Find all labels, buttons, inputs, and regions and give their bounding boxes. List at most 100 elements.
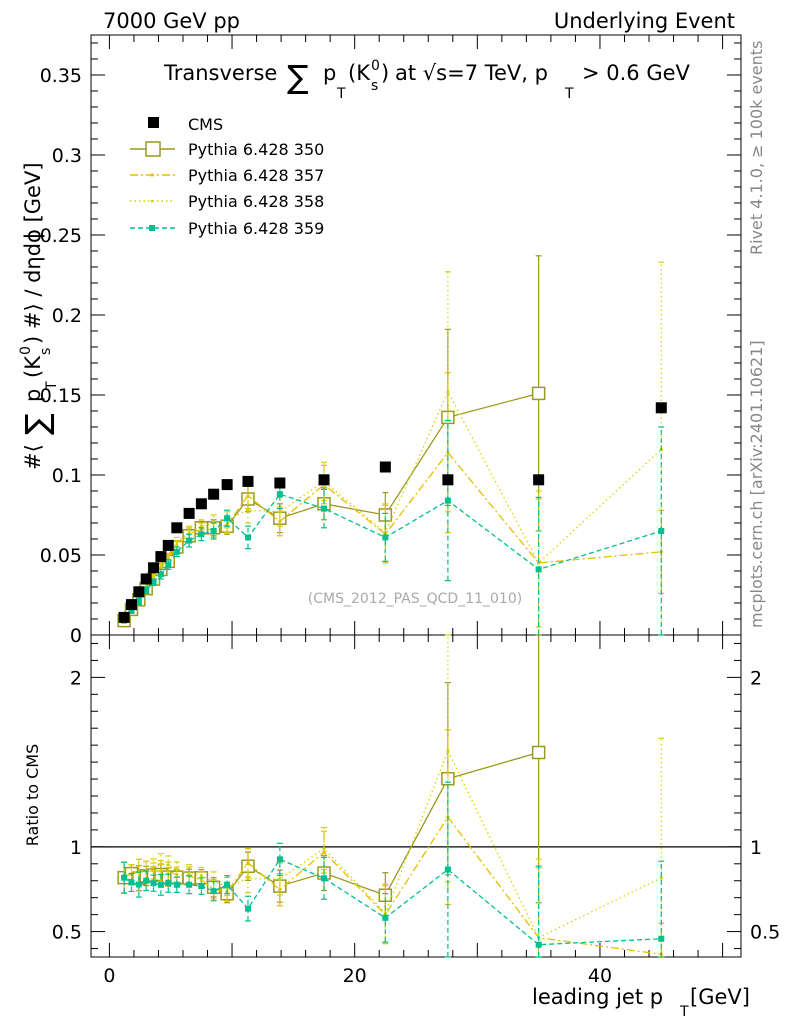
data-point-p359 — [150, 579, 157, 586]
ylabel-zero: 0 — [18, 346, 34, 355]
title-rest: at √s=7 TeV, p — [395, 61, 548, 85]
data-point-cms — [148, 562, 160, 574]
ratio-point-p359 — [157, 881, 164, 888]
ylabel-t: T — [44, 381, 60, 391]
ratio-point-p359 — [150, 880, 157, 887]
ylabel-pre: #⟨ — [21, 444, 45, 470]
xlabel-main: leading jet p — [532, 985, 663, 1009]
data-point-cms — [162, 539, 174, 551]
main-y-tick-label: 0.2 — [52, 305, 82, 327]
series-p350 — [117, 255, 546, 628]
data-point-cms — [274, 477, 286, 489]
ratio-point-p358 — [446, 749, 450, 753]
data-point-p359 — [198, 531, 205, 538]
data-point-p358 — [166, 553, 170, 557]
ratio-point-p359 — [135, 881, 142, 888]
legend-359-marker — [149, 225, 155, 231]
title-p: p — [323, 61, 336, 85]
data-point-cms — [442, 474, 454, 486]
data-point-cms — [125, 599, 137, 611]
x-axis-label: leading jet p T [GeV] — [532, 985, 750, 1020]
ratio-point-p358 — [278, 877, 282, 881]
x-tick-label: 20 — [343, 965, 367, 987]
title-k: (K — [348, 61, 371, 85]
ylabel-k: (K — [21, 355, 45, 378]
data-point-p358 — [187, 531, 191, 535]
ratio-y-tick-label-right: 2 — [750, 667, 762, 689]
data-point-p358 — [159, 563, 163, 567]
ratio-point-p358 — [246, 877, 250, 881]
x-tick-label: 0 — [103, 965, 115, 987]
ratio-y-tick-label: 2 — [70, 667, 82, 689]
data-point-cms — [133, 586, 145, 598]
data-point-cms — [318, 474, 330, 486]
data-point-cms — [242, 475, 254, 487]
data-point-p359 — [186, 537, 193, 544]
ylabel-s: s — [38, 348, 54, 355]
header-left: 7000 GeV pp — [103, 9, 240, 33]
x-tick-label: 40 — [588, 965, 612, 987]
ratio-point-p359 — [382, 914, 389, 921]
series-line-p350 — [123, 392, 539, 621]
title-sum: ∑ — [287, 58, 309, 96]
data-point-p357 — [159, 566, 163, 570]
ratio-point-p359 — [198, 883, 205, 890]
ratio-point-p359 — [173, 881, 180, 888]
rivet-label: Rivet 4.1.0, ≥ 100k events — [747, 41, 766, 255]
xlabel-t: T — [679, 1004, 689, 1020]
data-point-cms — [171, 522, 183, 534]
data-point-cms — [379, 461, 391, 473]
ratio-y-tick-label-right: 0.5 — [750, 922, 780, 944]
data-point-p359 — [276, 491, 283, 498]
ylabel-p: p — [21, 389, 45, 402]
main-plot-area — [117, 255, 667, 636]
data-point-cms — [208, 488, 220, 500]
legend-350-marker — [145, 141, 161, 157]
series-cms — [118, 402, 667, 623]
main-y-tick-label: 0.35 — [40, 65, 82, 87]
ratio-point-p359 — [321, 875, 328, 882]
ratio-y-tick-label: 1 — [70, 837, 82, 859]
data-point-p359 — [224, 515, 231, 522]
title-main: Transverse — [163, 61, 277, 85]
legend-357-marker — [150, 173, 154, 177]
series-p358 — [121, 261, 665, 636]
ratio-line-p357 — [123, 816, 662, 955]
data-point-cms — [533, 474, 545, 486]
ratio-point-p357 — [151, 869, 156, 873]
data-point-p359 — [173, 548, 180, 555]
ratio-point-p359 — [210, 888, 217, 895]
ratio-point-p359 — [535, 941, 542, 948]
data-point-p359 — [135, 598, 142, 605]
series-p359 — [121, 420, 665, 636]
data-point-p359 — [658, 528, 665, 534]
ylabel-post: ) #⟩ / dηdϕ [GeV] — [21, 162, 45, 344]
data-point-cms — [221, 479, 233, 491]
ylabel-sum: ∑ — [18, 413, 56, 435]
title-t: T — [336, 86, 346, 102]
ratio-point-p358 — [159, 862, 163, 866]
ratio-line-p358 — [123, 749, 662, 939]
ratio-point-p358 — [659, 876, 663, 880]
title-s: s — [371, 78, 378, 94]
ratio-point-p358 — [187, 872, 191, 876]
data-point-p358 — [278, 510, 282, 514]
data-point-p350 — [531, 386, 546, 401]
data-point-p359 — [128, 608, 135, 614]
data-point-p359 — [143, 587, 150, 594]
data-point-cms — [655, 402, 667, 414]
ratio-point-p358 — [383, 911, 387, 915]
ratio-y-tick-label-right: 1 — [750, 837, 762, 859]
main-y-tick-label: 0.1 — [52, 465, 82, 487]
ratio-point-p359 — [224, 881, 231, 888]
data-point-cms — [118, 611, 130, 623]
ratio-point-p350 — [531, 745, 546, 760]
ratio-y-tick-label: 0.5 — [52, 922, 82, 944]
ratio-point-p358 — [199, 874, 203, 878]
ratio-point-p358 — [151, 865, 156, 869]
data-point-p357 — [175, 543, 179, 548]
data-point-p359 — [321, 505, 328, 512]
data-point-p357 — [246, 494, 250, 498]
main-y-tick-label: 0.15 — [40, 385, 82, 407]
